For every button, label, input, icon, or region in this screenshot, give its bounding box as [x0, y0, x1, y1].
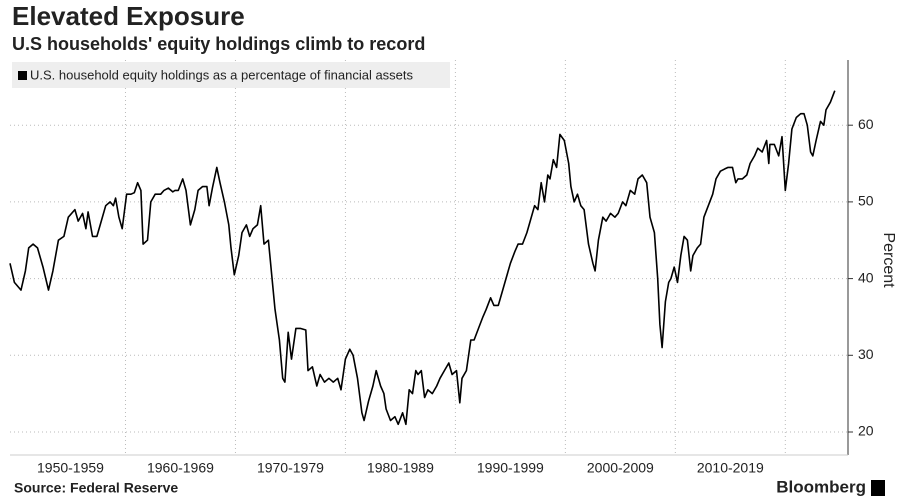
x-tick-label: 1960-1969 [147, 460, 214, 476]
x-tick-label: 2010-2019 [697, 460, 764, 476]
line-series [9, 90, 836, 426]
chart-title: Elevated Exposure [12, 1, 245, 31]
x-tick-label: 1950-1959 [37, 460, 104, 476]
y-tick-label: 40 [858, 269, 874, 285]
legend-label: U.S. household equity holdings as a perc… [30, 67, 414, 82]
y-tick-label: 20 [858, 423, 874, 439]
y-axis-label: Percent [880, 232, 897, 288]
brand-logo [871, 480, 885, 496]
y-tick-label: 50 [858, 193, 874, 209]
y-tick-label: 30 [858, 346, 874, 362]
legend-swatch [18, 71, 27, 80]
x-tick-label: 1980-1989 [367, 460, 434, 476]
brand: Bloomberg [776, 477, 866, 496]
x-tick-label: 1970-1979 [257, 460, 324, 476]
x-tick-label: 2000-2009 [587, 460, 654, 476]
x-tick-label: 1990-1999 [477, 460, 544, 476]
chart-subtitle: U.S households' equity holdings climb to… [12, 34, 425, 54]
y-tick-label: 60 [858, 116, 874, 132]
source: Source: Federal Reserve [14, 480, 178, 496]
legend-box [12, 62, 450, 88]
